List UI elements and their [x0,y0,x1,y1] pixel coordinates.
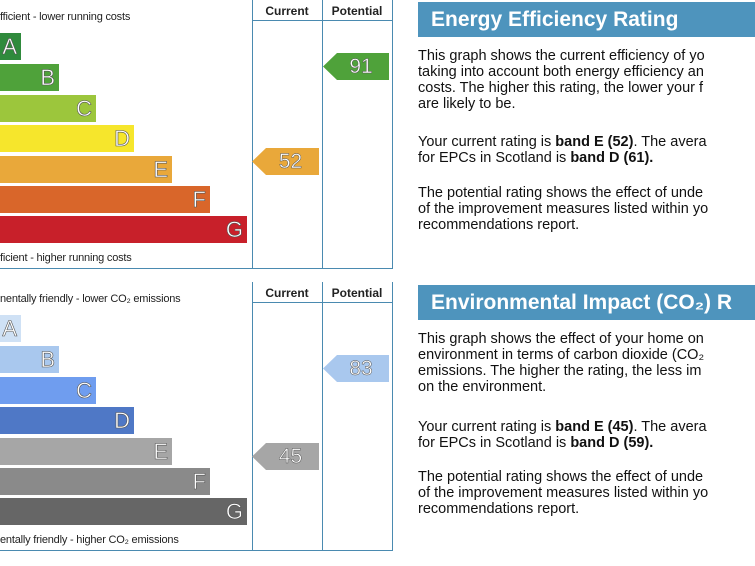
band-a-bar: A [0,33,21,60]
text-line: of the improvement measures listed withi… [418,201,709,217]
text-line: The potential rating shows the effect of… [418,469,704,485]
environmental-impact-heading: Environmental Impact (CO₂) R [418,285,755,320]
average-band: band D (61). [570,150,654,166]
band-e-bar: E [0,156,172,183]
average-band: band D (59). [570,435,654,451]
text-line: of the improvement measures listed withi… [418,485,709,501]
energy-efficiency-chart: Current Potential fficient - lower running… [0,0,400,270]
text-line: This graph shows the current efficiency … [418,48,705,64]
current-band: band E (45) [555,419,634,435]
text-line: costs. The higher this rating, the lower… [418,80,704,96]
text: . The avera [633,419,707,435]
current-band: band E (52) [555,134,634,150]
text: for EPCs in Scotland is [418,150,571,166]
column-header-potential: Potential [331,286,383,300]
text: for EPCs in Scotland is [418,435,571,451]
potential-rating-arrow: 91 [323,53,389,80]
text: Your current rating is [418,419,556,435]
environment-potential-text: The potential rating shows the effect of… [418,469,755,517]
environmental-impact-chart: Current Potential nentally friendly - lowe… [0,282,400,552]
text-line: emissions. The higher the rating, the le… [418,363,702,379]
text-line: environment in terms of carbon dioxide (… [418,347,705,363]
band-g-bar: G [0,216,247,243]
divider [252,0,253,268]
energy-current-rating-text: Your current rating is band E (52). The … [418,134,755,166]
text-line: recommendations report. [418,217,580,233]
band-b-bar: B [0,64,59,91]
text-line: are likely to be. [418,96,516,112]
text: . The avera [633,134,707,150]
current-rating-arrow: 52 [252,148,319,175]
bottom-caption: ficient - higher running costs [0,252,132,264]
text-line: taking into account both energy efficien… [418,64,704,80]
band-f-bar: F [0,468,210,495]
divider [252,282,253,550]
band-c-bar: C [0,377,96,404]
text-line: on the environment. [418,379,547,395]
band-g-bar: G [0,498,247,525]
top-caption: nentally friendly - lower CO₂ emissions [0,293,181,305]
band-c-bar: C [0,95,96,122]
band-a-bar: A [0,315,21,342]
divider [252,302,393,303]
potential-rating-arrow: 83 [323,355,389,382]
column-header-current: Current [265,4,309,18]
band-b-bar: B [0,346,59,373]
environment-current-rating-text: Your current rating is band E (45). The … [418,419,755,451]
band-f-bar: F [0,186,210,213]
divider [322,282,323,550]
divider [392,282,393,550]
energy-efficiency-heading: Energy Efficiency Rating [418,2,755,37]
current-rating-arrow: 45 [252,443,319,470]
text-line: The potential rating shows the effect of… [418,185,704,201]
column-header-potential: Potential [331,4,383,18]
bottom-caption: entally friendly - higher CO₂ emissions [0,534,179,546]
text-line: recommendations report. [418,501,580,517]
environment-description: This graph shows the effect of your home… [418,331,755,395]
band-e-bar: E [0,438,172,465]
top-caption: fficient - lower running costs [0,11,131,23]
divider [322,0,323,268]
divider [392,0,393,268]
text: Your current rating is [418,134,556,150]
text-line: This graph shows the effect of your home… [418,331,704,347]
divider [0,268,393,269]
energy-description: This graph shows the current efficiency … [418,48,755,112]
divider [252,20,393,21]
column-header-current: Current [265,286,309,300]
band-d-bar: D [0,125,134,152]
band-d-bar: D [0,407,134,434]
energy-potential-text: The potential rating shows the effect of… [418,185,755,233]
divider [0,550,393,551]
